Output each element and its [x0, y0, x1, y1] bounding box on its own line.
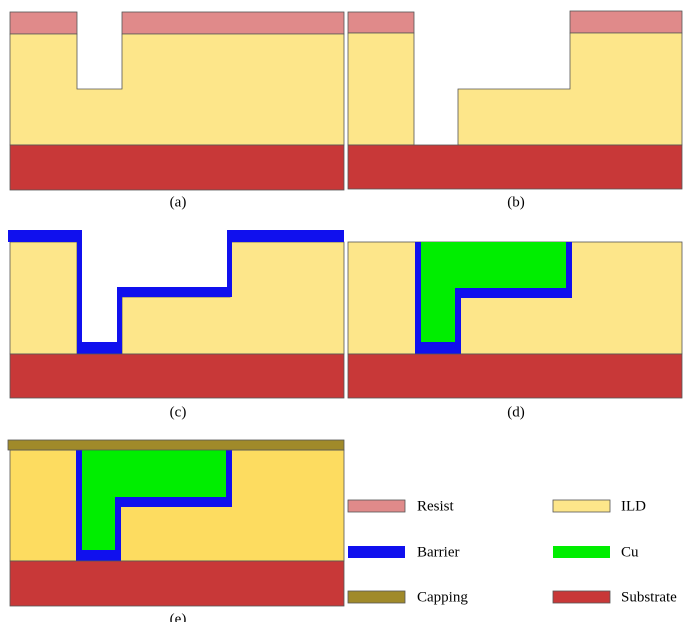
panel-c: (c) [8, 230, 345, 420]
legend-swatch [553, 546, 610, 558]
copper [82, 450, 226, 550]
panel-label: (c) [170, 404, 187, 420]
panel-e: (e) [7, 439, 345, 622]
legend-label: Capping [417, 589, 468, 605]
legend-label: Substrate [621, 589, 677, 605]
legend-swatch [348, 546, 405, 558]
panel-label: (e) [170, 611, 187, 622]
panel-label: (d) [507, 404, 525, 420]
legend: Resist ILD Barrier Cu Capping Substrate [347, 498, 677, 605]
substrate [9, 353, 345, 399]
ild [347, 32, 415, 146]
legend-swatch [347, 499, 406, 513]
legend-swatch [552, 499, 611, 513]
substrate [347, 144, 683, 190]
panel-a: (a) [9, 11, 345, 210]
panel-d: (d) [347, 241, 683, 420]
substrate [9, 144, 345, 191]
panel-label: (b) [507, 194, 525, 210]
resist [9, 11, 78, 35]
ild [457, 32, 683, 146]
barrier [8, 230, 344, 354]
legend-swatch [347, 590, 406, 604]
substrate [9, 560, 345, 607]
legend-label: Cu [621, 544, 639, 560]
panel-label: (a) [170, 194, 187, 210]
resist [569, 10, 683, 34]
legend-label: Resist [417, 498, 455, 514]
substrate [347, 353, 683, 399]
resist [121, 11, 345, 35]
panel-b: (b) [347, 10, 683, 210]
legend-label: Barrier [417, 544, 459, 560]
legend-swatch [552, 590, 611, 604]
legend-label: ILD [621, 498, 646, 514]
resist [347, 11, 415, 34]
capping [7, 439, 345, 451]
ild [9, 241, 345, 355]
ild [9, 33, 345, 146]
copper [421, 242, 566, 342]
